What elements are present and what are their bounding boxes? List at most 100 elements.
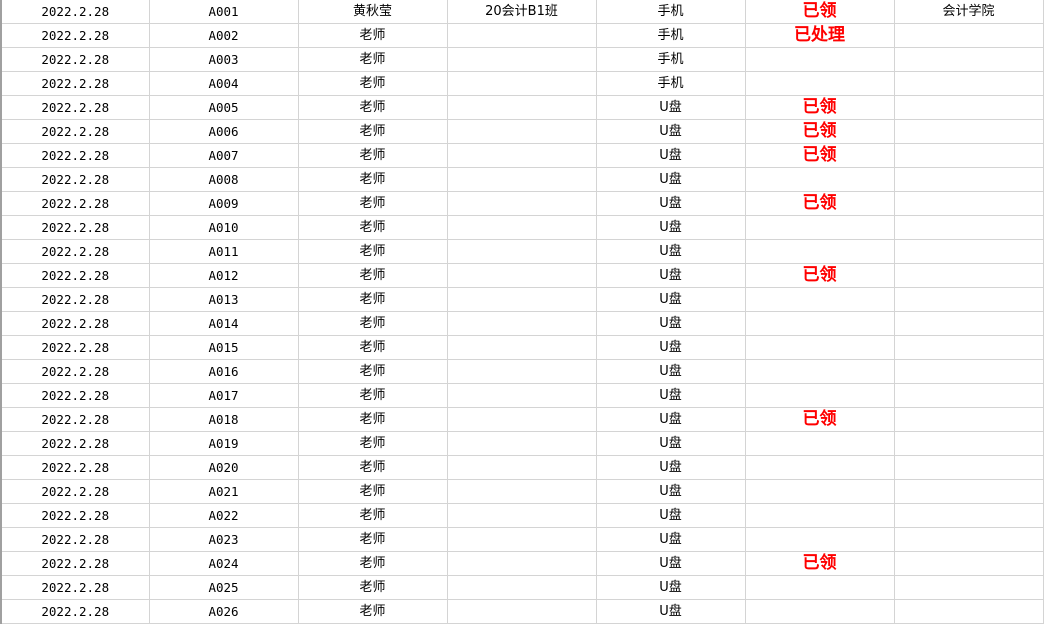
cell-college[interactable] (894, 143, 1044, 168)
cell-college[interactable] (894, 71, 1044, 96)
cell-class[interactable] (447, 527, 597, 552)
cell-status[interactable]: 已领 (745, 143, 895, 168)
cell-class[interactable] (447, 575, 597, 600)
cell-date[interactable]: 2022.2.28 (1, 431, 150, 456)
cell-id[interactable]: A015 (149, 335, 299, 360)
cell-class[interactable] (447, 119, 597, 144)
cell-class[interactable] (447, 71, 597, 96)
cell-status[interactable] (745, 71, 895, 96)
cell-item[interactable]: U盘 (596, 455, 746, 480)
cell-name[interactable]: 老师 (298, 335, 448, 360)
cell-status[interactable] (745, 575, 895, 600)
cell-class[interactable] (447, 143, 597, 168)
cell-name[interactable]: 老师 (298, 95, 448, 120)
cell-name[interactable]: 老师 (298, 575, 448, 600)
cell-item[interactable]: U盘 (596, 287, 746, 312)
cell-status[interactable] (745, 335, 895, 360)
cell-class[interactable] (447, 479, 597, 504)
cell-status[interactable]: 已领 (745, 551, 895, 576)
cell-id[interactable]: A004 (149, 71, 299, 96)
cell-name[interactable]: 老师 (298, 359, 448, 384)
cell-status[interactable] (745, 215, 895, 240)
cell-college[interactable] (894, 479, 1044, 504)
cell-college[interactable] (894, 575, 1044, 600)
cell-date[interactable]: 2022.2.28 (1, 71, 150, 96)
cell-name[interactable]: 老师 (298, 551, 448, 576)
cell-class[interactable] (447, 503, 597, 528)
cell-class[interactable] (447, 263, 597, 288)
cell-college[interactable] (894, 23, 1044, 48)
cell-date[interactable]: 2022.2.28 (1, 527, 150, 552)
cell-date[interactable]: 2022.2.28 (1, 359, 150, 384)
cell-college[interactable] (894, 119, 1044, 144)
cell-id[interactable]: A023 (149, 527, 299, 552)
cell-item[interactable]: U盘 (596, 407, 746, 432)
cell-name[interactable]: 老师 (298, 599, 448, 624)
cell-class[interactable]: 20会计B1班 (447, 0, 597, 24)
cell-status[interactable]: 已领 (745, 191, 895, 216)
cell-date[interactable]: 2022.2.28 (1, 95, 150, 120)
cell-id[interactable]: A019 (149, 431, 299, 456)
cell-date[interactable]: 2022.2.28 (1, 551, 150, 576)
cell-name[interactable]: 老师 (298, 383, 448, 408)
cell-item[interactable]: 手机 (596, 47, 746, 72)
cell-item[interactable]: U盘 (596, 215, 746, 240)
cell-date[interactable]: 2022.2.28 (1, 239, 150, 264)
cell-status[interactable] (745, 431, 895, 456)
cell-class[interactable] (447, 599, 597, 624)
cell-college[interactable] (894, 191, 1044, 216)
cell-class[interactable] (447, 455, 597, 480)
cell-college[interactable] (894, 431, 1044, 456)
cell-date[interactable]: 2022.2.28 (1, 407, 150, 432)
cell-college[interactable] (894, 383, 1044, 408)
cell-id[interactable]: A012 (149, 263, 299, 288)
cell-id[interactable]: A026 (149, 599, 299, 624)
cell-class[interactable] (447, 287, 597, 312)
cell-class[interactable] (447, 431, 597, 456)
cell-status[interactable] (745, 599, 895, 624)
cell-class[interactable] (447, 167, 597, 192)
cell-name[interactable]: 黄秋莹 (298, 0, 448, 24)
cell-id[interactable]: A014 (149, 311, 299, 336)
cell-id[interactable]: A016 (149, 359, 299, 384)
cell-date[interactable]: 2022.2.28 (1, 455, 150, 480)
cell-date[interactable]: 2022.2.28 (1, 215, 150, 240)
cell-id[interactable]: A006 (149, 119, 299, 144)
cell-status[interactable] (745, 479, 895, 504)
cell-id[interactable]: A009 (149, 191, 299, 216)
cell-name[interactable]: 老师 (298, 263, 448, 288)
cell-status[interactable]: 已领 (745, 119, 895, 144)
cell-name[interactable]: 老师 (298, 119, 448, 144)
cell-id[interactable]: A024 (149, 551, 299, 576)
cell-class[interactable] (447, 191, 597, 216)
cell-id[interactable]: A002 (149, 23, 299, 48)
cell-name[interactable]: 老师 (298, 191, 448, 216)
cell-id[interactable]: A020 (149, 455, 299, 480)
cell-status[interactable] (745, 47, 895, 72)
cell-name[interactable]: 老师 (298, 47, 448, 72)
cell-name[interactable]: 老师 (298, 239, 448, 264)
cell-name[interactable]: 老师 (298, 431, 448, 456)
cell-id[interactable]: A017 (149, 383, 299, 408)
cell-name[interactable]: 老师 (298, 23, 448, 48)
cell-date[interactable]: 2022.2.28 (1, 383, 150, 408)
cell-name[interactable]: 老师 (298, 167, 448, 192)
cell-status[interactable] (745, 503, 895, 528)
cell-date[interactable]: 2022.2.28 (1, 335, 150, 360)
cell-id[interactable]: A025 (149, 575, 299, 600)
cell-class[interactable] (447, 47, 597, 72)
cell-status[interactable]: 已领 (745, 263, 895, 288)
cell-item[interactable]: U盘 (596, 383, 746, 408)
cell-item[interactable]: 手机 (596, 23, 746, 48)
cell-item[interactable]: U盘 (596, 479, 746, 504)
cell-college[interactable] (894, 167, 1044, 192)
cell-id[interactable]: A001 (149, 0, 299, 24)
cell-item[interactable]: U盘 (596, 335, 746, 360)
cell-date[interactable]: 2022.2.28 (1, 119, 150, 144)
cell-id[interactable]: A021 (149, 479, 299, 504)
cell-item[interactable]: U盘 (596, 191, 746, 216)
cell-name[interactable]: 老师 (298, 455, 448, 480)
cell-date[interactable]: 2022.2.28 (1, 191, 150, 216)
cell-college[interactable] (894, 527, 1044, 552)
cell-status[interactable] (745, 359, 895, 384)
